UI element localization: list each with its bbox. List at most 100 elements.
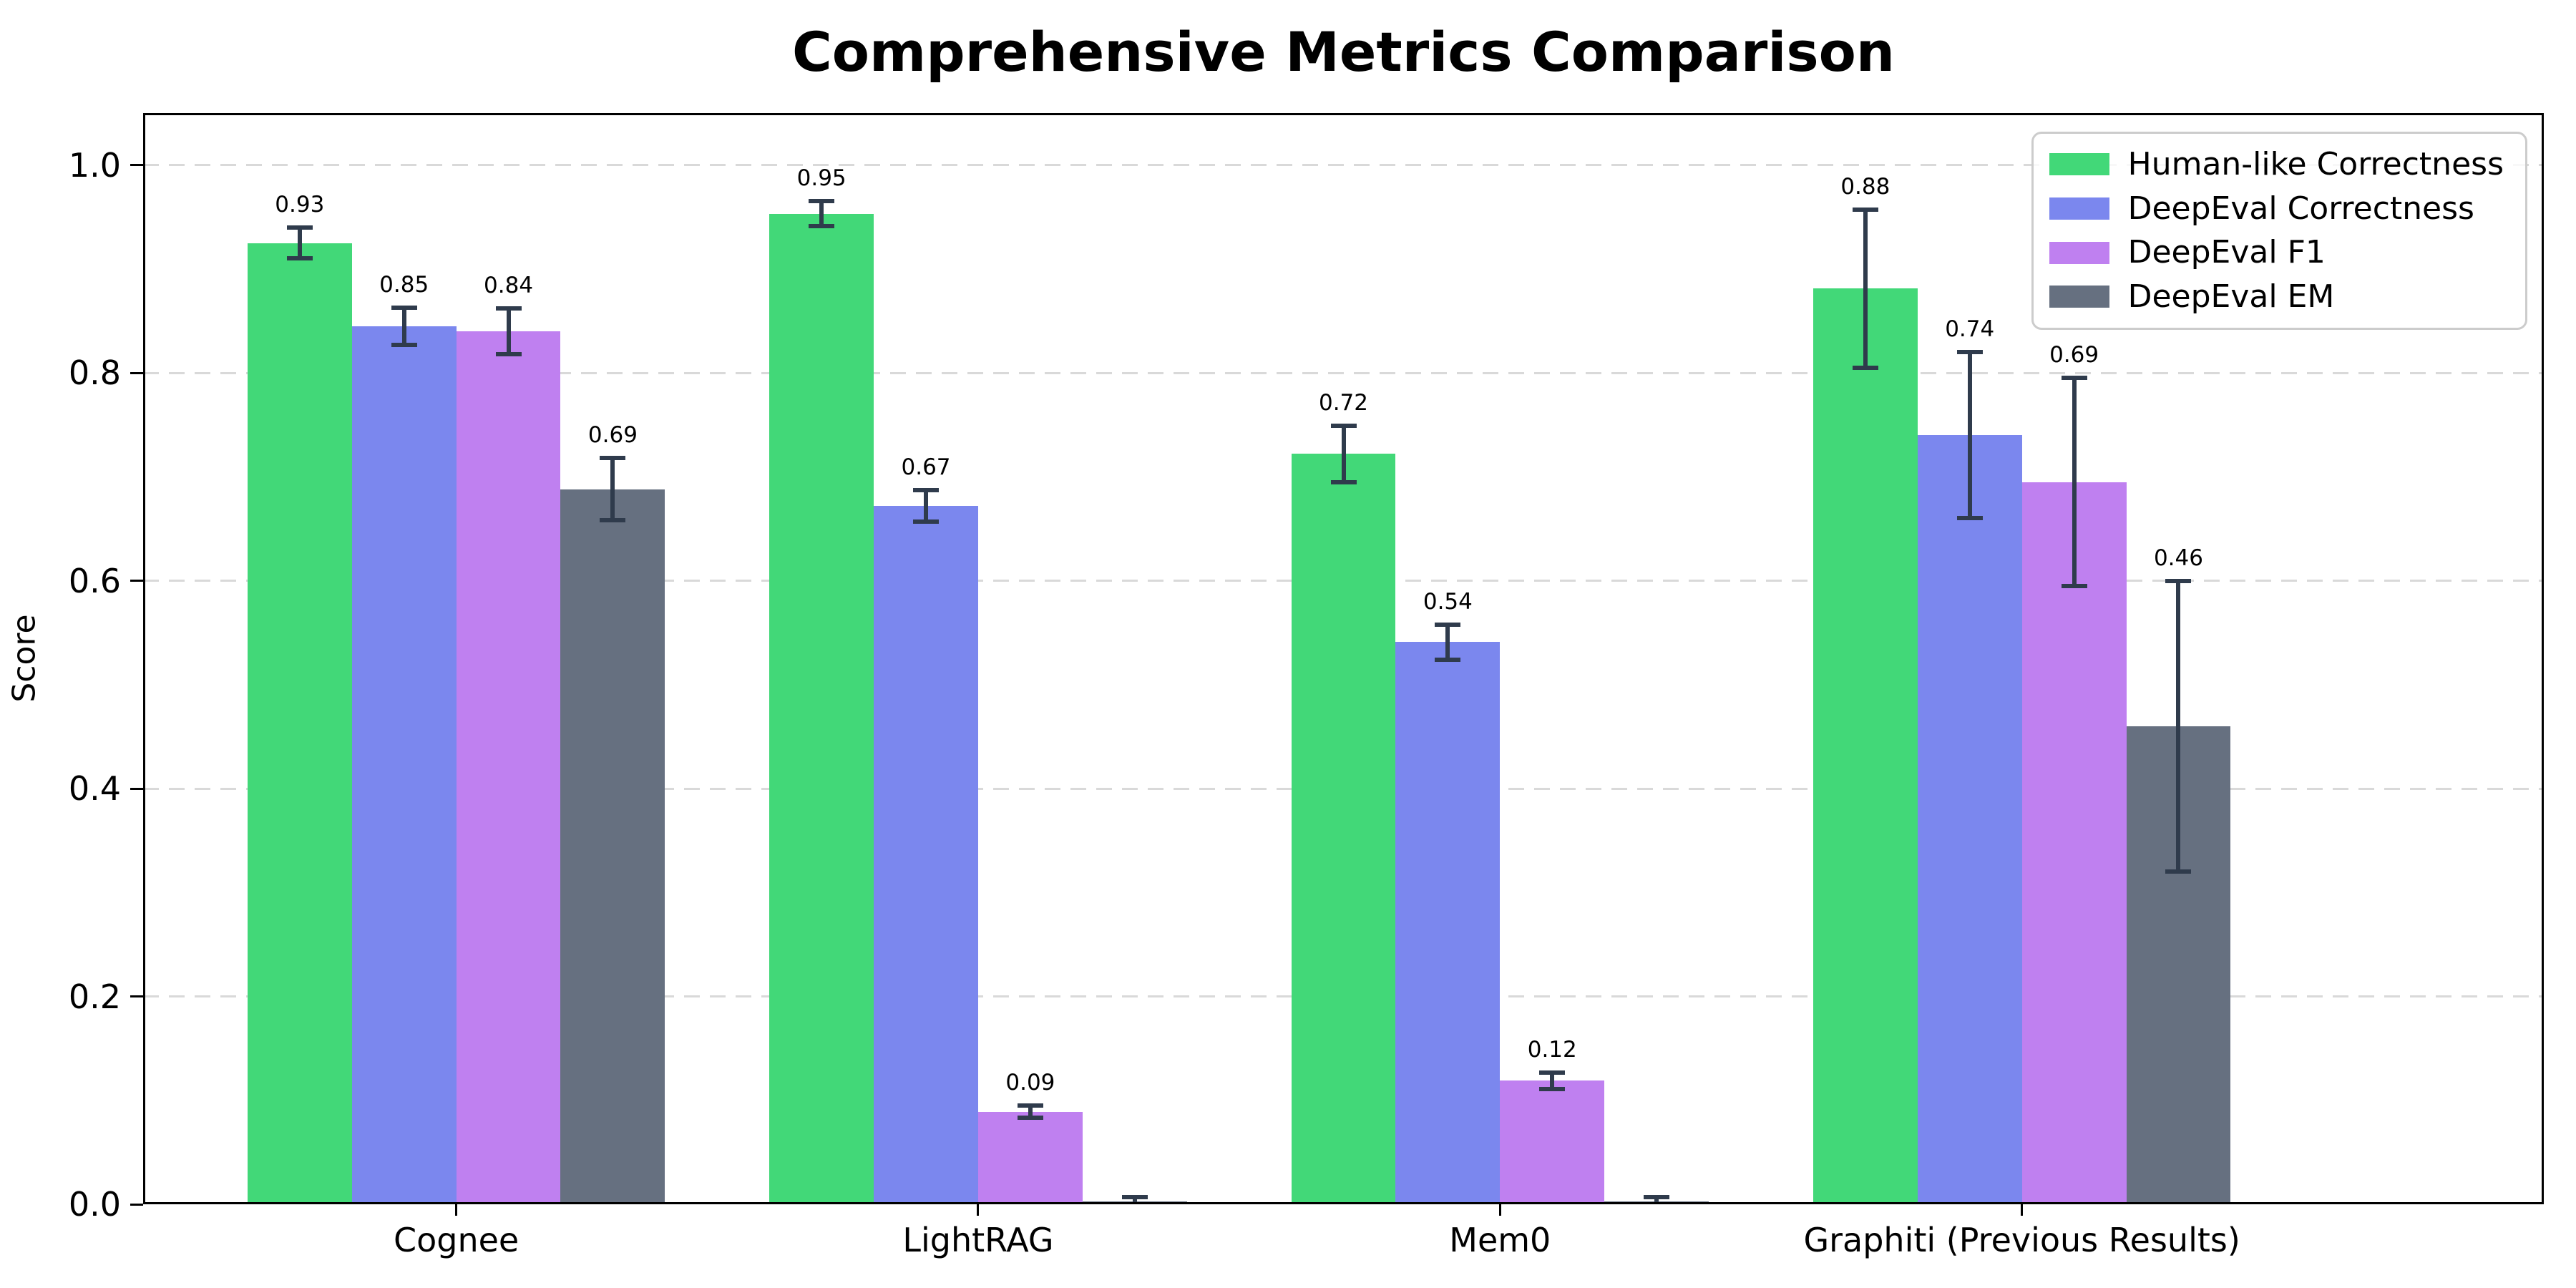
error-bar-cap-top <box>600 456 626 461</box>
error-bar <box>1654 1196 1659 1204</box>
legend-item: DeepEval F1 <box>2049 233 2504 272</box>
legend-swatch <box>2049 197 2109 220</box>
bar-value-label: 0.54 <box>1423 588 1473 615</box>
error-bar <box>297 227 302 259</box>
bar-cognee-series0 <box>247 243 352 1204</box>
y-tick-label: 0.2 <box>68 977 121 1016</box>
y-tick-label: 0.8 <box>68 353 121 393</box>
legend-label: DeepEval Correctness <box>2127 190 2474 227</box>
x-tick-label: Mem0 <box>1449 1221 1551 1259</box>
error-bar <box>819 201 824 227</box>
y-tick-mark <box>130 995 143 998</box>
legend-label: DeepEval EM <box>2127 278 2335 316</box>
legend-label: Human-like Correctness <box>2127 146 2504 182</box>
x-tick-mark <box>1498 1204 1501 1216</box>
error-bar <box>1967 352 1972 519</box>
bar-cognee-series3 <box>560 489 665 1204</box>
chart-title: Comprehensive Metrics Comparison <box>792 20 1895 84</box>
bar-value-label: 0.74 <box>1945 316 1995 343</box>
gridline <box>143 164 2544 167</box>
x-tick-mark <box>455 1204 458 1216</box>
error-bar-cap-top <box>2061 376 2087 381</box>
error-bar-cap-top <box>1330 424 1357 429</box>
error-bar-cap-bottom <box>286 256 313 261</box>
plot-area: 0.0 0.2 0.4 0.6 0.8 1.0 Cognee LightRAG Mem0 Grap… <box>69 113 2544 1259</box>
y-tick-label: 0.6 <box>68 561 121 600</box>
error-bar-cap-bottom <box>495 351 522 356</box>
error-bar <box>1550 1072 1555 1089</box>
legend-swatch <box>2049 286 2109 308</box>
error-bar <box>1341 426 1346 482</box>
error-bar-cap-bottom <box>2061 583 2087 588</box>
bar-lightrag-series1 <box>874 506 978 1204</box>
error-bar-cap-top <box>2165 578 2192 583</box>
error-bar <box>1445 624 1450 660</box>
bar-value-label: 0.12 <box>1527 1036 1577 1063</box>
error-bar-cap-bottom <box>1017 1116 1043 1121</box>
bar-graphiti-series0 <box>1813 288 1918 1204</box>
y-tick-label: 1.0 <box>68 145 121 185</box>
bar-graphiti-series2 <box>2021 482 2127 1204</box>
bar-value-label: 0.88 <box>1840 174 1890 200</box>
error-bar-cap-top <box>1121 1194 1148 1199</box>
error-bar <box>1028 1106 1033 1118</box>
error-bar-cap-top <box>391 305 417 310</box>
y-tick-mark <box>130 787 143 790</box>
bar-value-label: 0.09 <box>1005 1070 1055 1096</box>
legend-swatch <box>2049 241 2109 264</box>
y-tick-mark <box>130 164 143 167</box>
x-tick-label: Cognee <box>393 1221 519 1259</box>
x-tick-label: Graphiti (Previous Results) <box>1803 1221 2240 1259</box>
error-bar-cap-top <box>1435 622 1461 627</box>
error-bar <box>1132 1196 1137 1204</box>
legend-item: DeepEval EM <box>2049 278 2504 316</box>
error-bar-cap-top <box>1956 350 1983 355</box>
error-bar <box>2176 580 2181 872</box>
legend-label: DeepEval F1 <box>2127 234 2326 271</box>
bar-cognee-series1 <box>351 326 457 1204</box>
bar-value-label: 0.72 <box>1318 390 1369 416</box>
legend: Human-like Correctness DeepEval Correctne… <box>2031 132 2527 330</box>
error-bar-cap-bottom <box>1330 479 1357 484</box>
error-bar-cap-top <box>1539 1070 1566 1075</box>
error-bar <box>1863 210 1868 368</box>
error-bar-cap-bottom <box>1435 657 1461 662</box>
y-axis-title: Score <box>6 614 43 703</box>
error-bar-cap-top <box>286 225 313 230</box>
error-bar-cap-bottom <box>1852 365 1878 370</box>
bar-mem0-series0 <box>1291 454 1396 1204</box>
bar-value-label: 0.67 <box>901 454 951 481</box>
bar-value-label: 0.93 <box>275 191 325 218</box>
bar-value-label: 0.85 <box>379 271 429 298</box>
error-bar-cap-bottom <box>600 518 626 523</box>
bar-value-label: 0.69 <box>2049 342 2099 369</box>
bar-mem0-series2 <box>1500 1080 1605 1204</box>
bar-value-label: 0.46 <box>2153 545 2203 571</box>
error-bar-cap-bottom <box>2165 869 2192 874</box>
error-bar-cap-bottom <box>913 519 940 524</box>
error-bar <box>924 490 929 522</box>
x-tick-label: LightRAG <box>902 1221 1054 1259</box>
legend-swatch <box>2049 153 2109 176</box>
y-tick-mark <box>130 1203 143 1206</box>
bar-lightrag-series0 <box>769 213 874 1204</box>
error-bar <box>610 458 615 521</box>
y-tick-label: 0.0 <box>68 1185 121 1224</box>
y-tick-label: 0.4 <box>68 769 121 809</box>
bar-cognee-series2 <box>456 331 561 1204</box>
bar-value-label: 0.84 <box>484 273 534 299</box>
bar-value-label: 0.95 <box>796 165 847 192</box>
bar-graphiti-series1 <box>1917 435 2022 1204</box>
error-bar <box>2072 378 2077 586</box>
error-bar-cap-bottom <box>809 224 835 229</box>
x-tick-mark <box>977 1204 980 1216</box>
error-bar <box>506 308 511 354</box>
error-bar-cap-top <box>1017 1103 1043 1108</box>
error-bar-cap-bottom <box>1956 516 1983 521</box>
bar-lightrag-series2 <box>977 1111 1083 1204</box>
error-bar-cap-bottom <box>391 342 417 347</box>
x-tick-mark <box>2021 1204 2024 1216</box>
error-bar-cap-top <box>1852 208 1878 213</box>
error-bar-cap-top <box>495 306 522 311</box>
